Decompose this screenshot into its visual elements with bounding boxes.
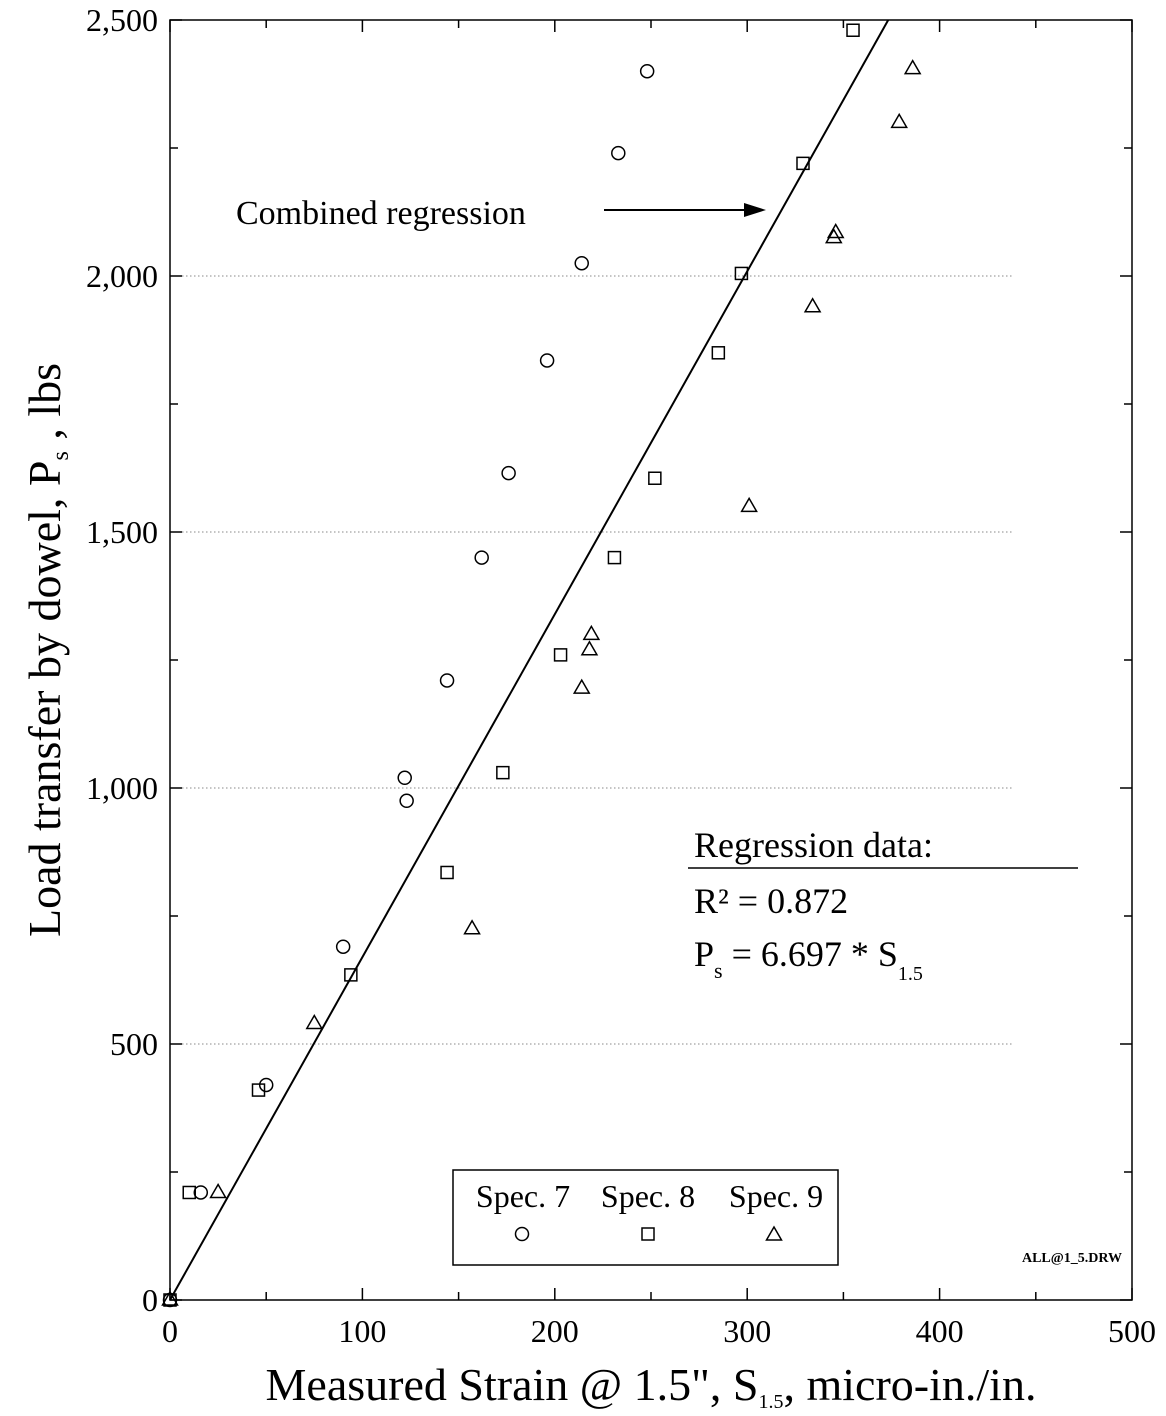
regression-arrow [604,203,766,217]
data-point-square [734,266,749,281]
data-point-triangle [740,496,758,513]
legend-box [452,1169,839,1266]
data-point-circle [501,465,516,481]
tick-labels: 0 500 1,000 1,500 2,000 2,500 0 100 200 300 400 500 [86,2,1156,1349]
data-point-square [553,648,568,662]
data-point-square [711,346,726,360]
data-point-triangle [161,1290,179,1306]
regression-label: Combined regression [236,195,526,232]
data-point-triangle [572,678,591,694]
data-point-triangle [582,624,601,641]
data-point-square [344,968,358,982]
data-point-circle [439,673,455,688]
data-point-square [440,865,454,880]
data-point-circle [474,550,489,565]
x-tick-label: 0 [162,1313,178,1349]
x-tick-label: 200 [531,1313,579,1349]
data-point-circle [611,145,626,161]
data-point-circle [335,939,351,954]
data-point-triangle [903,59,922,75]
regression-data-box: Regression data: R² = 0.872 Ps = 6.697 *… [688,825,1078,985]
y-tick-label: 0 [142,1282,158,1318]
regression-equation: Ps = 6.697 * S1.5 [694,934,923,985]
data-point-square [796,156,810,171]
legend-label-spec-8: Spec. 8 [601,1178,695,1214]
data-point-circle [574,255,589,271]
y-tick-label: 1,500 [86,514,158,550]
regression-line [169,19,890,1301]
data-point-circle [397,770,412,786]
x-tick-label: 500 [1108,1313,1156,1349]
regression-data-title: Regression data: [694,825,933,865]
legend-label-spec-7: Spec. 7 [476,1178,570,1214]
data-points [161,23,922,1308]
data-point-triangle [890,112,908,129]
x-tick-label: 300 [723,1313,771,1349]
legend-marker-square [641,1227,655,1241]
legend: Spec. 7 Spec. 8 Spec. 9 [452,1169,839,1266]
x-axis-title: Measured Strain @ 1.5", S1.5, micro-in./… [266,1359,1037,1413]
r-squared-value: R² = 0.872 [694,881,848,921]
file-tag: ALL@1_5.DRW [1022,1251,1122,1266]
data-point-square [496,765,510,780]
y-axis-title: Load transfer by dowel, Ps , lbs [19,363,74,937]
data-point-square [607,550,622,565]
legend-marker-triangle [765,1225,783,1241]
axis-ticks [169,19,1133,1301]
data-point-circle [258,1077,274,1093]
data-point-triangle [824,228,843,244]
data-point-triangle [209,1182,227,1199]
x-tick-label: 400 [916,1313,964,1349]
data-point-square [163,1293,177,1307]
data-point-triangle [463,919,481,935]
x-tick-label: 100 [338,1313,386,1349]
y-tick-label: 500 [110,1026,158,1062]
data-point-square [846,23,860,37]
data-point-square [182,1185,196,1200]
legend-marker-circle [514,1226,530,1242]
data-point-triangle [580,640,599,656]
data-point-triangle [305,1014,324,1030]
y-tick-label: 2,000 [86,258,158,294]
grid-lines [170,275,1012,1045]
data-point-circle [399,793,414,809]
data-point-triangle [803,297,822,313]
data-point-circle [539,353,555,368]
data-point-square [251,1083,266,1097]
y-tick-label: 2,500 [86,2,158,38]
data-point-circle [639,63,655,79]
data-point-triangle [826,222,845,239]
data-point-square [648,471,662,485]
y-tick-label: 1,000 [86,770,158,806]
legend-label-spec-9: Spec. 9 [729,1178,823,1214]
data-point-circle [193,1185,209,1200]
